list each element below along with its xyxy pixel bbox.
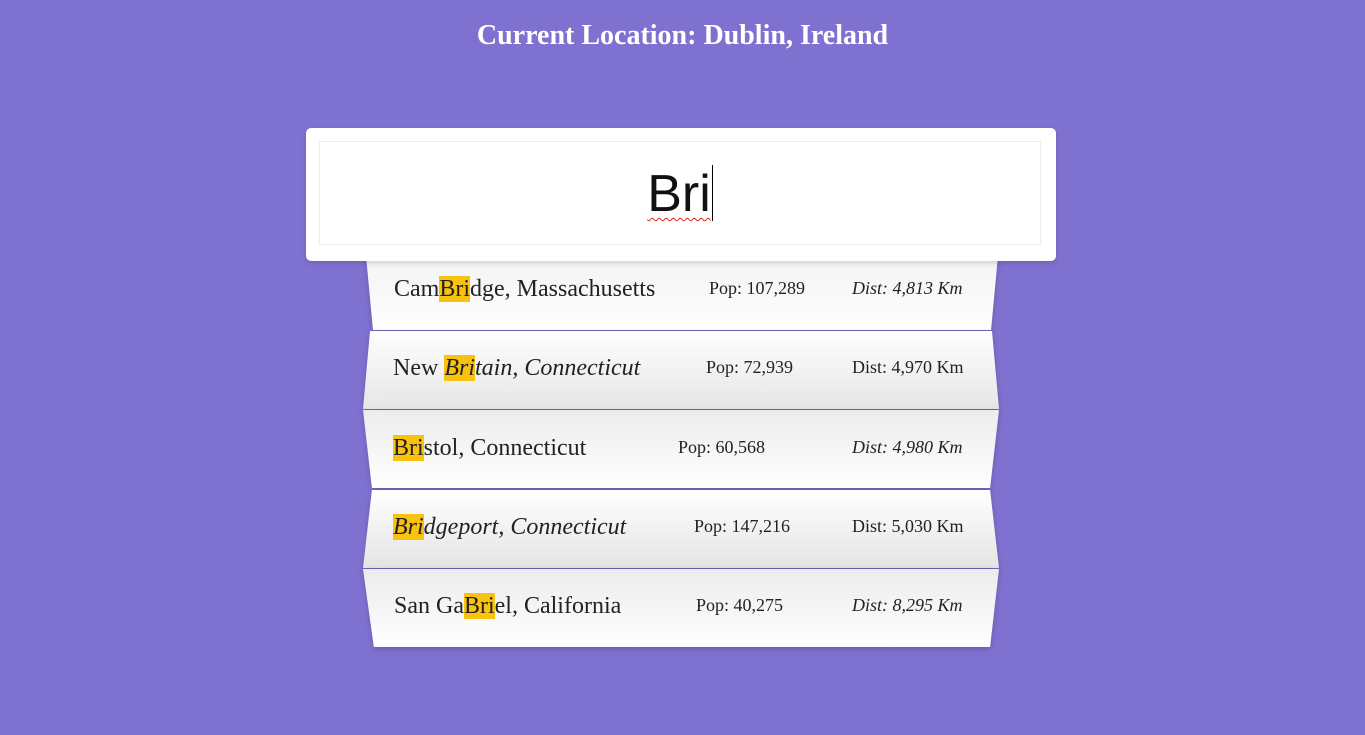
search-input[interactable]: Bri bbox=[319, 141, 1041, 245]
match-highlight: Bri bbox=[393, 435, 424, 461]
result-item[interactable]: Bristol, Connecticut Pop: 60,568 Dist: 4… bbox=[363, 410, 999, 488]
city-suffix: stol, Connecticut bbox=[423, 435, 587, 461]
result-distance: Dist: 4,970 Km bbox=[852, 357, 964, 377]
result-population: Pop: 40,275 bbox=[696, 595, 784, 615]
result-distance: Dist: 4,813 Km bbox=[852, 278, 963, 298]
result-item-background bbox=[366, 256, 998, 330]
match-highlight: Bri bbox=[393, 514, 424, 540]
result-population: Pop: 147,216 bbox=[694, 516, 791, 536]
search-card: Bri bbox=[306, 128, 1056, 261]
result-item-background bbox=[363, 490, 999, 568]
match-highlight: Bri bbox=[439, 276, 470, 302]
result-city-name: Bridgeport, Connecticut bbox=[393, 514, 626, 541]
result-distance: Dist: 8,295 Km bbox=[852, 595, 963, 615]
result-population: Pop: 107,289 bbox=[709, 278, 806, 298]
city-suffix: dge, Massachusetts bbox=[470, 276, 656, 302]
page-title: Current Location: Dublin, Ireland bbox=[476, 20, 889, 51]
result-item-background bbox=[363, 410, 999, 488]
match-highlight: Bri bbox=[444, 355, 475, 381]
city-prefix: Cam bbox=[394, 276, 440, 302]
result-city-name: Bristol, Connecticut bbox=[393, 435, 586, 462]
city-prefix: New bbox=[393, 355, 445, 381]
result-item[interactable]: Bridgeport, Connecticut Pop: 147,216 Dis… bbox=[363, 490, 999, 568]
city-prefix: San Ga bbox=[394, 593, 464, 619]
result-city-name: CamBridge, Massachusetts bbox=[394, 276, 655, 303]
city-suffix: tain, Connecticut bbox=[475, 355, 641, 381]
result-city-name: San GaBriel, California bbox=[394, 593, 621, 620]
result-distance: Dist: 4,980 Km bbox=[852, 437, 963, 457]
city-suffix: dgeport, Connecticut bbox=[423, 514, 627, 540]
search-input-value: Bri bbox=[647, 165, 711, 223]
result-distance: Dist: 5,030 Km bbox=[852, 516, 964, 536]
result-city-name: New Britain, Connecticut bbox=[393, 355, 640, 382]
result-population: Pop: 72,939 bbox=[706, 357, 794, 377]
city-suffix: el, California bbox=[494, 593, 622, 619]
result-item[interactable]: CamBridge, Massachusetts Pop: 107,289 Di… bbox=[366, 256, 998, 330]
result-item[interactable]: New Britain, Connecticut Pop: 72,939 Dis… bbox=[363, 331, 999, 409]
result-item[interactable]: San GaBriel, California Pop: 40,275 Dist… bbox=[363, 569, 999, 647]
result-population: Pop: 60,568 bbox=[678, 437, 766, 457]
text-caret bbox=[711, 165, 713, 221]
match-highlight: Bri bbox=[463, 593, 495, 619]
